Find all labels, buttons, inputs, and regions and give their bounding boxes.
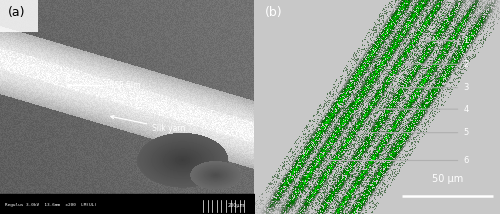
- Text: 5: 5: [357, 128, 469, 137]
- Text: (b): (b): [265, 6, 282, 19]
- Text: 200μm: 200μm: [228, 203, 245, 208]
- Text: RSF film: RSF film: [68, 81, 140, 90]
- Text: 4: 4: [374, 105, 468, 114]
- Text: Silk yarn: Silk yarn: [111, 116, 186, 133]
- Text: 3: 3: [389, 83, 468, 92]
- Text: 2: 2: [406, 60, 468, 69]
- Text: 50 μm: 50 μm: [432, 174, 463, 184]
- Text: Regulus 3.0kV  13.6mm  x200  LM(UL): Regulus 3.0kV 13.6mm x200 LM(UL): [5, 203, 97, 207]
- Text: 6: 6: [328, 156, 468, 165]
- Text: (a): (a): [8, 6, 25, 19]
- Text: 1: 1: [426, 36, 469, 45]
